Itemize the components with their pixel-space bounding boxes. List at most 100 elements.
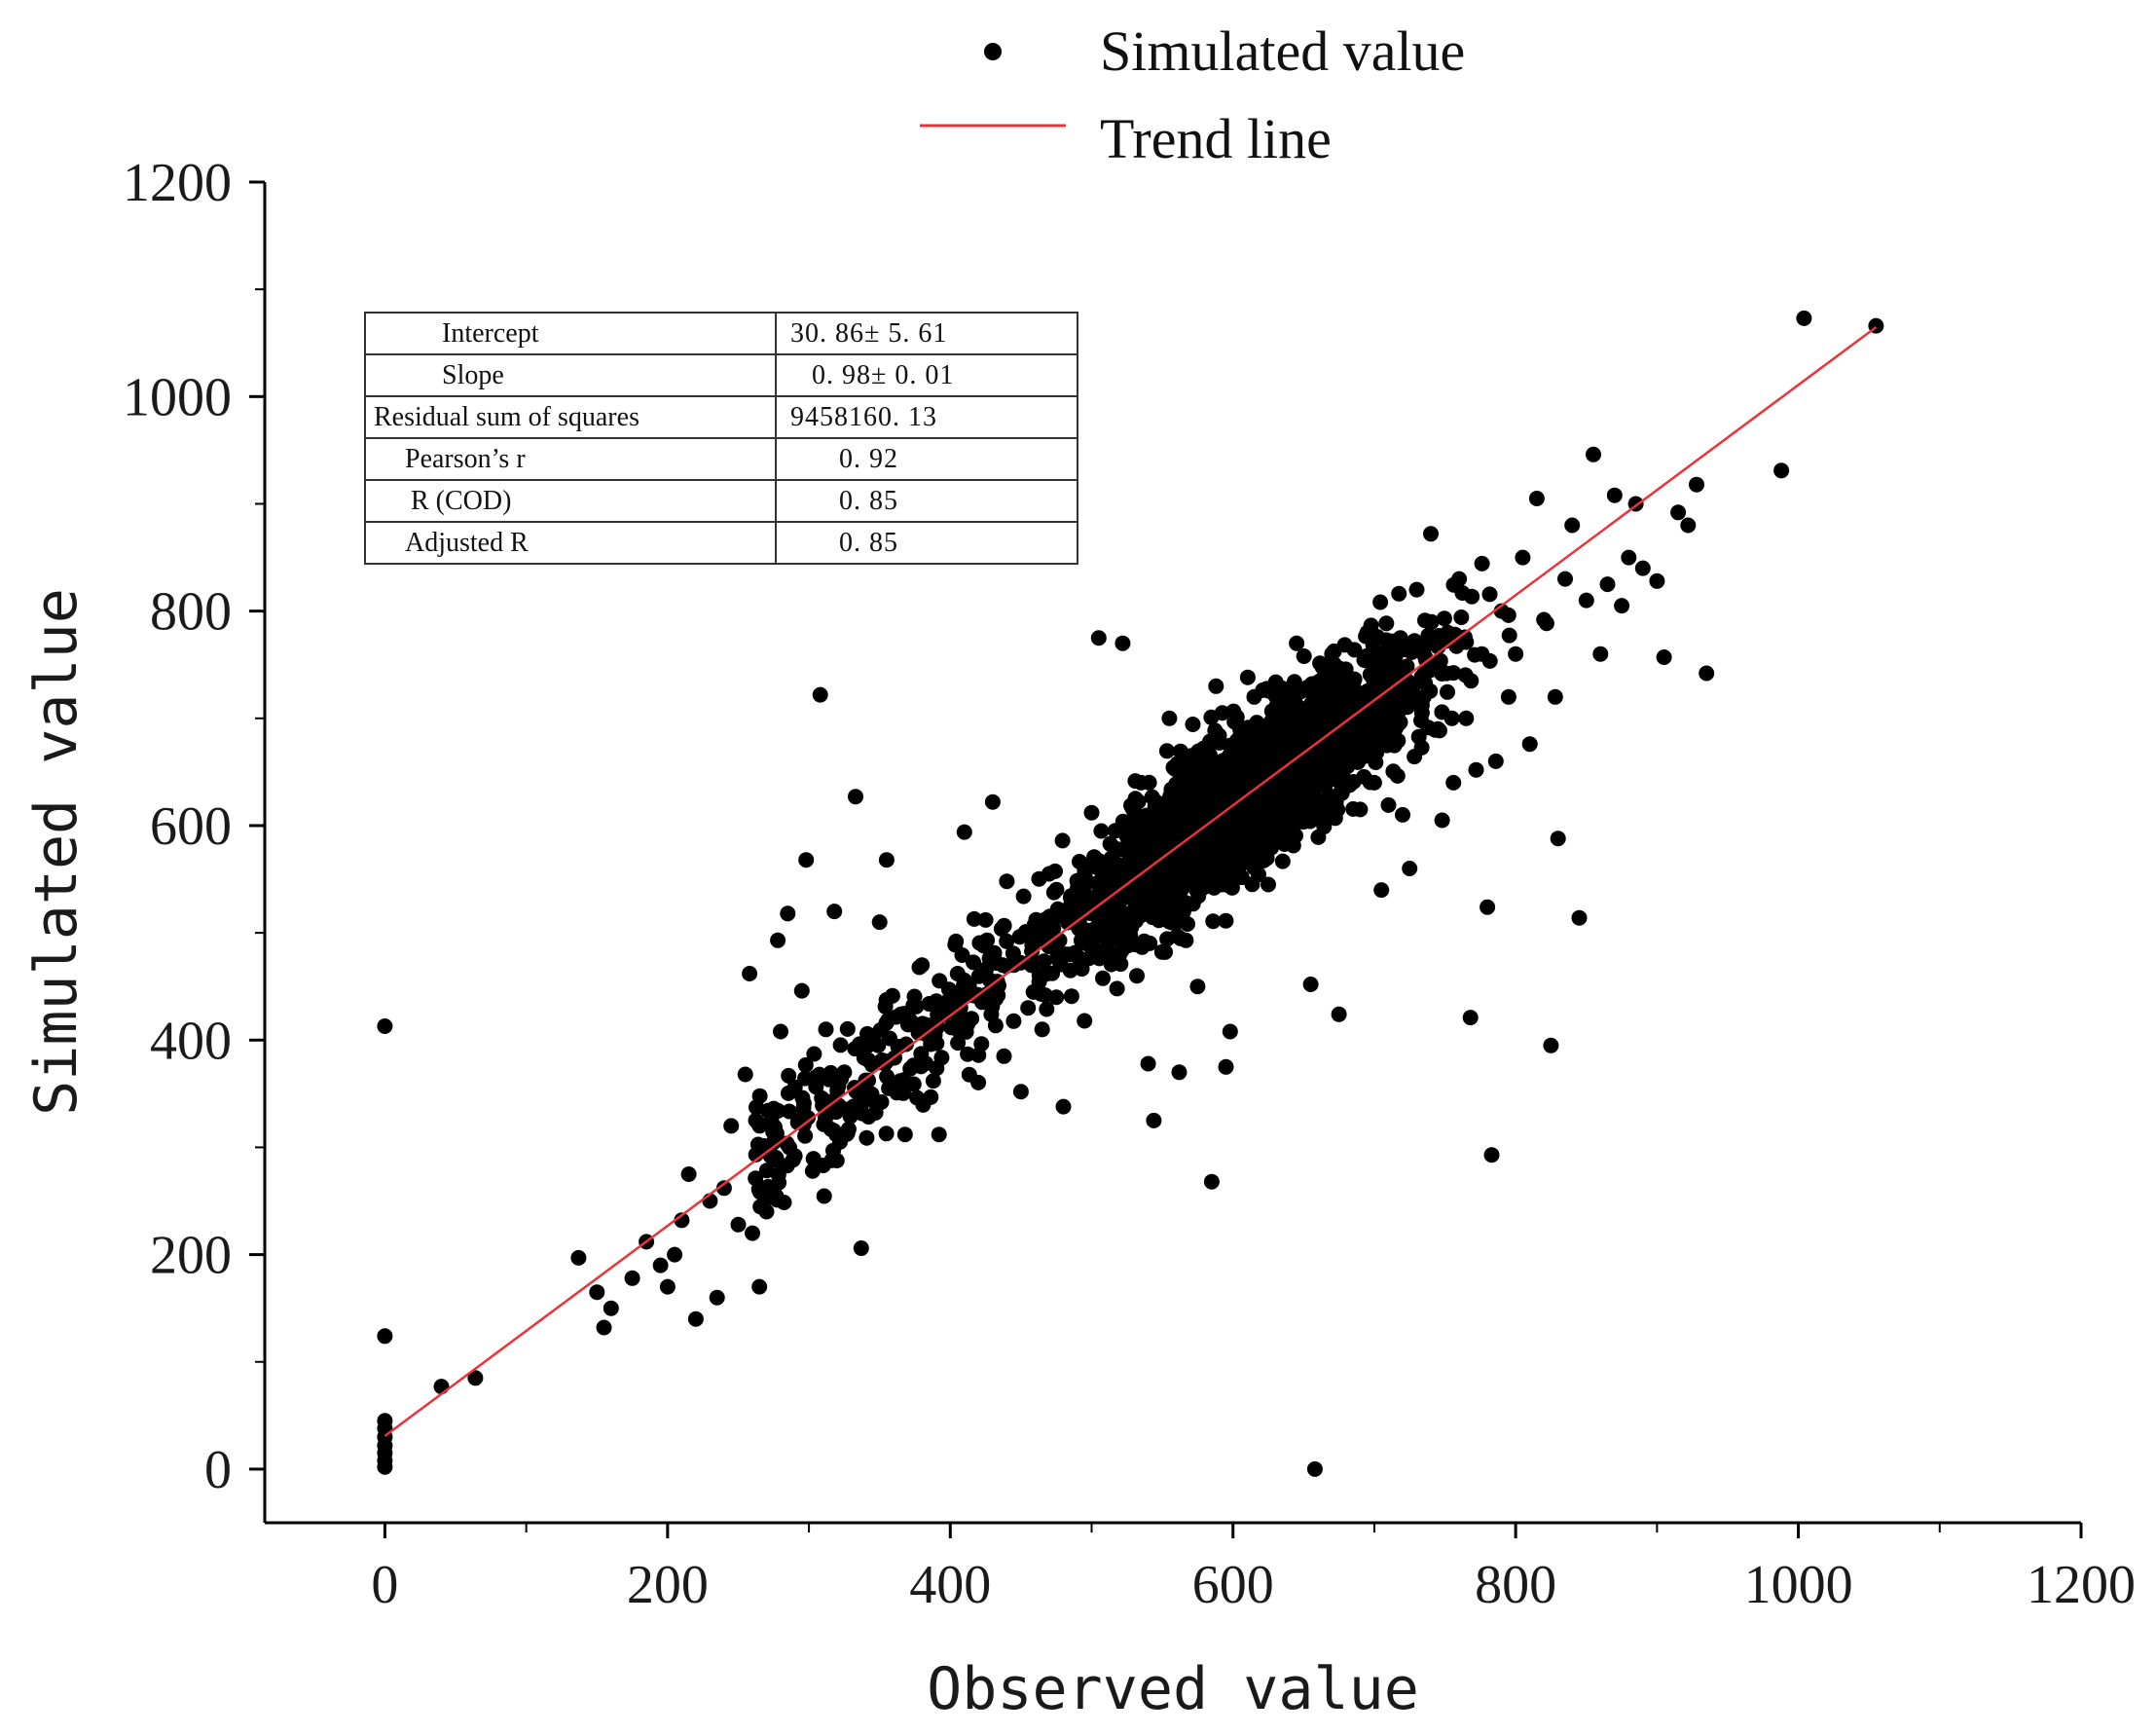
data-point	[974, 994, 990, 1011]
data-point	[1508, 646, 1524, 662]
data-point	[1166, 825, 1182, 841]
data-point	[1550, 831, 1566, 847]
data-point	[1289, 635, 1305, 651]
data-point	[806, 1046, 822, 1062]
data-point	[1500, 688, 1517, 705]
data-point	[1689, 476, 1704, 493]
data-point	[1296, 648, 1312, 664]
data-point	[1239, 669, 1256, 685]
data-point	[1174, 855, 1190, 871]
data-point	[1422, 662, 1439, 679]
data-point	[1376, 700, 1393, 716]
data-point	[793, 982, 810, 999]
data-point	[1487, 753, 1504, 769]
data-point	[1031, 974, 1047, 990]
data-point	[1634, 560, 1651, 576]
data-point	[1015, 888, 1032, 904]
data-point	[1167, 915, 1184, 932]
y-tick-label: 0	[204, 1440, 232, 1500]
data-point	[1120, 925, 1137, 941]
data-point	[1109, 980, 1125, 997]
x-tick-label: 200	[627, 1555, 709, 1615]
data-point	[1077, 1013, 1093, 1029]
data-point	[749, 1136, 766, 1153]
data-point	[1107, 823, 1123, 839]
table-row: R (COD) 0. 85	[364, 479, 1078, 523]
data-point	[966, 910, 982, 927]
data-point	[1402, 861, 1418, 876]
data-point	[570, 1249, 587, 1266]
data-point	[659, 1278, 676, 1295]
y-tick-label: 1200	[123, 153, 232, 213]
data-point	[1024, 937, 1041, 953]
data-point	[1177, 899, 1193, 914]
data-point	[1331, 1006, 1347, 1022]
data-point	[925, 1073, 941, 1089]
data-point	[1150, 875, 1165, 892]
data-point	[1274, 853, 1291, 869]
data-point	[1237, 729, 1254, 746]
data-point	[1165, 759, 1182, 776]
data-point	[1391, 585, 1407, 602]
data-point	[1773, 462, 1790, 479]
data-point	[1286, 829, 1301, 845]
data-point	[881, 1080, 897, 1096]
data-point	[1543, 1037, 1559, 1053]
data-point	[1378, 722, 1395, 739]
y-tick-label: 800	[150, 582, 232, 643]
data-point	[1153, 943, 1170, 960]
data-point	[1263, 839, 1279, 856]
data-point	[1345, 800, 1362, 817]
stat-value: 0. 85	[775, 521, 1078, 565]
data-point	[467, 1370, 484, 1386]
data-point	[589, 1284, 605, 1301]
data-point	[1136, 933, 1152, 949]
data-point	[1557, 571, 1573, 587]
data-point	[933, 1050, 950, 1066]
data-point	[1137, 846, 1152, 863]
data-point	[1190, 743, 1207, 759]
data-point	[1578, 592, 1594, 609]
data-point	[1255, 682, 1271, 698]
data-point	[1436, 610, 1452, 627]
data-point	[1621, 549, 1637, 566]
data-point	[1413, 705, 1430, 721]
data-point	[1680, 517, 1697, 534]
table-row: Adjusted R 0. 85	[364, 521, 1078, 565]
data-point	[1222, 1023, 1238, 1040]
data-point	[1048, 881, 1065, 898]
data-point	[674, 1212, 690, 1229]
stat-value: 0. 92	[775, 437, 1078, 481]
data-point	[776, 1195, 792, 1210]
data-point	[1246, 857, 1262, 873]
data-point	[1129, 968, 1145, 984]
data-point	[816, 1188, 832, 1204]
data-point	[816, 1116, 832, 1132]
data-point	[1084, 932, 1101, 948]
data-point	[596, 1319, 612, 1336]
data-point	[1356, 651, 1372, 668]
data-point	[1141, 774, 1157, 791]
data-point	[859, 1038, 876, 1054]
data-point	[1347, 683, 1364, 699]
y-axis-title: Simulated value	[22, 588, 91, 1116]
data-point	[1316, 706, 1333, 722]
data-point	[932, 973, 948, 989]
data-point	[1237, 750, 1254, 766]
table-row: Residual sum of squares 9458160. 13	[364, 395, 1078, 439]
data-point	[1161, 710, 1178, 726]
data-point	[687, 1310, 704, 1327]
data-point	[1195, 824, 1212, 840]
data-point	[1528, 491, 1545, 506]
data-point	[433, 1379, 450, 1395]
y-tick-label: 200	[150, 1226, 232, 1286]
data-point	[797, 1056, 814, 1073]
data-point	[377, 1018, 393, 1034]
data-point	[1464, 588, 1480, 605]
data-point	[1189, 978, 1206, 995]
data-point	[1259, 804, 1275, 821]
data-point	[1031, 870, 1047, 887]
data-point	[1458, 710, 1475, 726]
data-point	[1796, 310, 1812, 326]
data-point	[667, 1246, 683, 1263]
